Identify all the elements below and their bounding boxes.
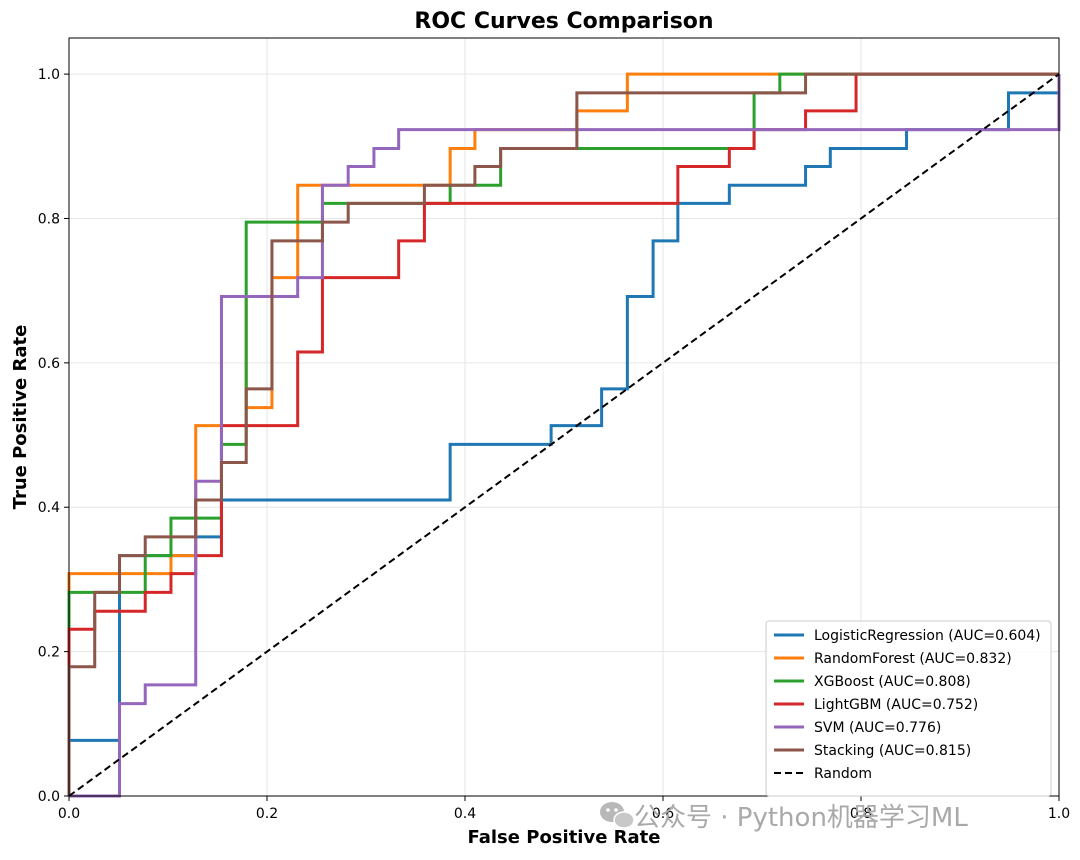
y-tick-label: 0.4 [38,500,60,516]
series-layer [67,72,1061,798]
ticks: 0.0 0.2 0.4 0.6 0.8 1.0 0.0 0.2 0.4 0.6 0.8 1.0 [38,67,1070,822]
y-tick-label: 0.6 [38,356,60,372]
legend-box [765,620,1052,797]
grid [68,38,1060,797]
wechat-icon [600,802,635,829]
y-tick-label: 0.0 [38,789,60,805]
legend: LogisticRegression (AUC=0.604) RandomFore… [765,620,1052,797]
x-tick-label: 0.4 [454,806,476,822]
legend-label: XGBoost (AUC=0.808) [814,674,971,690]
series-line-svm [69,74,1061,798]
x-axis-title: False Positive Rate [468,827,661,848]
legend-label: Random [814,766,872,782]
legend-label: LightGBM (AUC=0.752) [814,697,978,713]
x-tick-label: 0.8 [850,806,872,822]
legend-label: RandomForest (AUC=0.832) [814,651,1012,667]
y-tick-label: 0.8 [38,211,60,227]
x-tick-label: 0.6 [652,806,674,822]
watermark-text: 公众号 · Python机器学习ML [634,803,968,833]
x-tick-label: 0.2 [256,806,278,822]
y-tick-label: 1.0 [38,67,60,83]
series-line-stacking [67,72,1059,796]
x-tick-label: 0.0 [58,806,80,822]
series-line-random [68,73,1060,797]
y-axis-title: True Positive Rate [10,325,31,510]
legend-label: SVM (AUC=0.776) [814,720,941,736]
legend-label: Stacking (AUC=0.815) [814,743,971,759]
watermark: 公众号 · Python机器学习ML [600,802,968,833]
legend-label: LogisticRegression (AUC=0.604) [814,628,1041,644]
chart-title: ROC Curves Comparison [414,9,713,34]
y-tick-label: 0.2 [38,645,60,661]
plot-frame [68,37,1060,797]
x-tick-label: 1.0 [1048,806,1070,822]
